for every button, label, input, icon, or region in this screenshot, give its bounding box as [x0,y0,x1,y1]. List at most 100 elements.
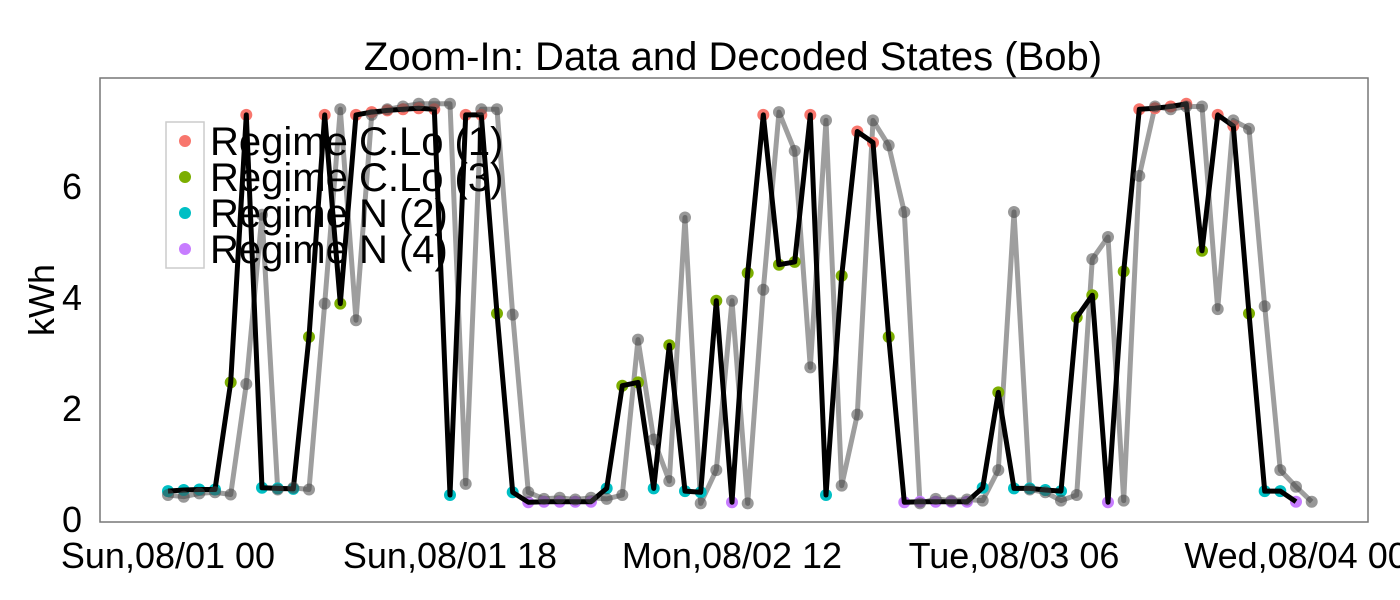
observed-point [350,314,362,327]
observed-point [1149,100,1161,113]
plot-area [162,97,1318,510]
observed-point [1039,486,1052,499]
observed-point [318,297,331,310]
observed-point [256,208,268,221]
x-tick-label: Sun,08/01 00 [61,535,275,576]
observed-point [757,283,770,296]
observed-point [553,491,566,504]
observed-point [381,103,394,116]
observed-point [632,333,644,346]
y-tick-label: 0 [62,499,82,540]
observed-point [679,211,691,224]
observed-point [914,497,926,510]
observed-point [710,464,723,477]
observed-point [1070,489,1083,501]
legend-marker [179,135,191,147]
observed-point [1102,231,1114,243]
observed-point [600,492,613,505]
observed-point [271,483,284,496]
observed-point [929,492,942,505]
observed-point [365,108,378,121]
observed-point [1211,303,1224,316]
observed-point [397,100,409,113]
observed-point [162,489,174,501]
legend-label: Regime C.Lo (3) [210,156,503,200]
observed-point [961,493,973,506]
observed-point [898,206,911,218]
observed-point [1290,480,1302,493]
observed-point [506,308,519,321]
observed-point [1086,253,1099,266]
observed-point [820,114,832,127]
observed-point [412,97,425,110]
observed-point [428,97,441,110]
observed-point [240,378,253,390]
decoded-series-line [167,101,1298,505]
observed-point [882,139,895,152]
legend: Regime C.Lo (1)Regime C.Lo (3)Regime N (… [165,120,503,272]
observed-point [1227,114,1240,127]
observed-point [945,494,958,507]
observed-point [976,494,989,507]
observed-point [569,493,582,506]
observed-point [475,103,488,116]
observed-point [1055,494,1067,507]
observed-point [788,144,801,157]
x-tick-label: Sun,08/01 18 [343,535,557,576]
observed-point [851,408,864,421]
observed-point [1196,100,1208,113]
observed-point [616,489,629,501]
legend-marker [179,171,191,183]
legend-label: Regime C.Lo (1) [210,120,503,164]
observed-point [1243,122,1255,135]
legend-marker [179,207,191,219]
plot-frame [99,77,1369,523]
x-tick-label: Tue,08/03 06 [909,535,1120,576]
x-tick-label: Wed,08/04 00 [1184,535,1400,576]
legend-label: Regime N (4) [210,228,448,272]
observed-point [1258,300,1271,313]
observed-point [177,490,190,503]
chart-title: Zoom-In: Data and Decoded States (Bob) [364,35,1102,79]
observed-point [522,486,535,499]
observed-point [1117,494,1130,507]
observed-point [1023,483,1036,496]
observed-point [773,106,785,119]
observed-point [1305,495,1318,508]
observed-point [992,464,1005,477]
observed-point [209,486,221,499]
legend-marker [179,243,191,255]
observed-point [1164,103,1177,116]
y-tick-label: 2 [62,388,82,429]
observed-point [663,475,676,488]
observed-point [287,481,300,494]
x-tick-label: Mon,08/02 12 [622,535,842,576]
y-axis-label: kWh [21,264,62,336]
observed-point [726,294,738,307]
observed-point [694,497,707,510]
observed-point [224,488,237,501]
y-ticks: 0 2 4 6 [62,166,82,540]
observed-point [334,103,347,116]
observed-point [193,487,206,500]
observed-point [1274,464,1287,477]
observed-point [585,491,597,504]
x-ticks: Sun,08/01 00 Sun,08/01 18 Mon,08/02 12 Tue,… [61,535,1400,576]
y-tick-label: 4 [62,277,82,318]
observed-point [1180,100,1193,113]
legend-label: Regime N (2) [210,192,448,236]
observed-point [867,114,879,127]
observed-point [741,497,754,510]
observed-point [835,479,848,492]
observed-point [804,361,817,374]
observed-point [459,477,472,490]
observed-point [303,483,315,496]
observed-point [1008,206,1020,218]
observed-point [444,97,456,110]
observed-point [491,103,503,116]
observed-point [538,492,550,505]
observed-point [647,433,660,446]
observed-point [1133,169,1146,182]
y-tick-label: 6 [62,166,82,207]
